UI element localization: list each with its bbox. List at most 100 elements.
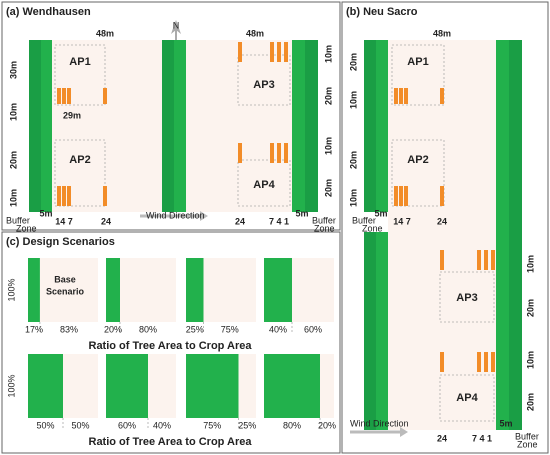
plot-box xyxy=(391,44,445,106)
dimension: 48m xyxy=(433,28,451,38)
dimension: 29m xyxy=(63,110,81,120)
tree-strip xyxy=(509,40,522,430)
tree-area xyxy=(186,354,239,418)
tree-strip xyxy=(376,232,388,430)
tree-row xyxy=(399,186,403,206)
buffer-label: Buffer xyxy=(312,215,336,225)
tree-strip xyxy=(174,40,186,212)
tree-row xyxy=(484,352,488,372)
tree-row xyxy=(484,250,488,270)
plot-box xyxy=(237,54,291,106)
tree-strip xyxy=(162,40,174,212)
distance: 14 7 xyxy=(55,216,73,226)
row-caption: Ratio of Tree Area to Crop Area xyxy=(89,340,253,352)
plot-box xyxy=(237,159,291,207)
ratio-label: 80% xyxy=(139,324,157,334)
tree-area xyxy=(264,354,320,418)
dimension: 48m xyxy=(246,28,264,38)
tree-strip xyxy=(41,40,52,212)
ratio-label: 20% xyxy=(104,324,122,334)
tree-row xyxy=(477,250,481,270)
tree-strip xyxy=(292,40,305,212)
tree-strip xyxy=(29,40,41,212)
plot-box xyxy=(391,139,445,207)
buffer-label: Zone xyxy=(517,439,538,449)
ratio-label: 75% xyxy=(221,324,239,334)
ratio-label: 40% xyxy=(269,324,287,334)
scenario-grid: 17% 83% 20% 80% 25% 75% 40% 60% 50% 50% 60% 40% 75% 2… xyxy=(25,258,336,430)
plot-label: AP4 xyxy=(456,392,478,404)
tree-row xyxy=(491,250,495,270)
tree-row xyxy=(277,143,281,163)
tree-row xyxy=(399,88,403,104)
panel-a-frame xyxy=(1,1,341,231)
panel-title: (c) Design Scenarios xyxy=(6,236,115,248)
tree-row xyxy=(62,186,66,206)
panel-title: (a) Wendhausen xyxy=(6,6,91,18)
tree-row xyxy=(57,88,61,104)
buffer-label: Buffer xyxy=(6,215,30,225)
plot-label: AP1 xyxy=(69,56,90,68)
tree-row xyxy=(103,186,107,206)
dimension: 10m xyxy=(323,45,333,63)
panel-b-frame xyxy=(341,1,549,454)
buffer-label: Zone xyxy=(362,223,383,233)
wind-arrow xyxy=(400,427,408,437)
plot-label: AP3 xyxy=(253,79,274,91)
plot-label: AP2 xyxy=(407,154,428,166)
plot-box xyxy=(54,139,106,207)
buffer-label: Zone xyxy=(314,223,335,233)
ratio-label: 83% xyxy=(60,324,78,334)
tree-row xyxy=(440,88,444,104)
ratio-label: 25% xyxy=(238,420,256,430)
dimension: 10m xyxy=(348,91,358,109)
tree-row xyxy=(404,88,408,104)
ratio-label: 20% xyxy=(318,420,336,430)
tree-row xyxy=(440,250,444,270)
ratio-label: 60% xyxy=(118,420,136,430)
dimension: 10m xyxy=(348,189,358,207)
tree-row xyxy=(394,88,398,104)
tree-row xyxy=(238,143,242,163)
dimension: 20m xyxy=(323,179,333,197)
tree-row xyxy=(103,88,107,104)
plot-box xyxy=(439,374,495,422)
dimension: 20m xyxy=(323,87,333,105)
base-label: Base xyxy=(54,274,76,284)
tree-row xyxy=(477,352,481,372)
dimension: 30m xyxy=(8,61,18,79)
row-caption: Ratio of Tree Area to Crop Area xyxy=(89,436,253,448)
ratio-label: 50% xyxy=(36,420,54,430)
dimension: 5m xyxy=(295,208,308,218)
tree-row xyxy=(62,88,66,104)
tree-strip xyxy=(305,40,318,212)
tree-row xyxy=(270,42,274,62)
distance: 24 xyxy=(101,216,111,226)
tree-row xyxy=(440,186,444,206)
north-label: N xyxy=(173,20,180,30)
distance: 24 xyxy=(235,216,245,226)
ratio-label: 17% xyxy=(25,324,43,334)
tree-area xyxy=(28,258,40,322)
tree-area xyxy=(264,258,292,322)
tree-row xyxy=(440,352,444,372)
plot-label: AP1 xyxy=(407,56,428,68)
distance: 7 4 1 xyxy=(472,433,492,443)
dimension: 5m xyxy=(39,208,52,218)
dimension: 20m xyxy=(348,151,358,169)
tree-area xyxy=(106,258,120,322)
tree-row xyxy=(404,186,408,206)
panel-title: (b) Neu Sacro xyxy=(346,6,418,18)
panel-c-frame xyxy=(1,231,341,454)
tree-row xyxy=(67,186,71,206)
tree-row xyxy=(491,352,495,372)
tree-strip xyxy=(364,40,376,212)
tree-strip xyxy=(496,40,509,430)
ratio-label: 50% xyxy=(71,420,89,430)
dimension: 10m xyxy=(323,137,333,155)
tree-row xyxy=(238,42,242,62)
plot-box xyxy=(54,44,106,106)
tree-area xyxy=(28,354,63,418)
buffer-label: Buffer xyxy=(515,431,539,441)
